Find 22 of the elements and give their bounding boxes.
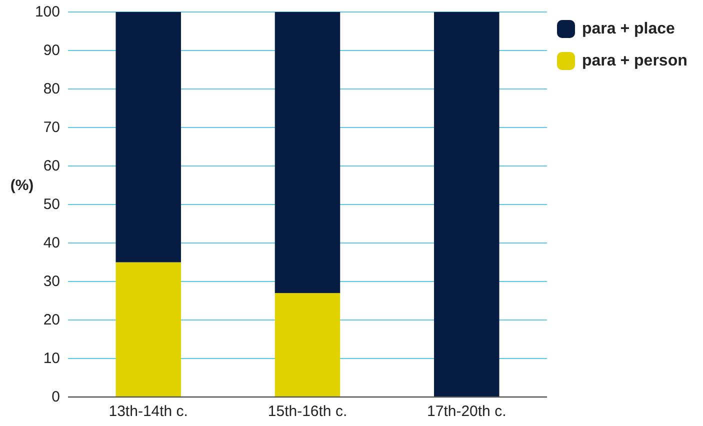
y-tick-label: 0: [52, 388, 60, 406]
bar: [274, 12, 340, 294]
y-tick-label: 30: [43, 273, 60, 290]
y-tick-label: 90: [43, 42, 60, 59]
legend-label: para + person: [582, 52, 688, 70]
y-tick-label: 10: [43, 350, 60, 367]
x-tick-label: 17th-20th c.: [427, 403, 506, 420]
y-tick-label: 70: [43, 119, 60, 136]
x-tick-label: 13th-14th c.: [108, 403, 188, 420]
y-tick-label: 20: [43, 312, 60, 328]
bar: [116, 262, 181, 397]
x-tick-label: 15th-16th c.: [268, 403, 348, 420]
y-tick-label: 50: [43, 196, 60, 213]
y-tick-label: 60: [43, 158, 60, 174]
legend-label: para + place: [582, 20, 676, 38]
y-tick-label: 80: [43, 80, 60, 98]
y-tick-label: 40: [43, 234, 60, 252]
bar: [434, 12, 500, 397]
bar: [274, 293, 340, 397]
y-axis-title: (%): [10, 176, 34, 194]
y-tick-label: 100: [34, 4, 60, 20]
bar: [116, 12, 181, 262]
